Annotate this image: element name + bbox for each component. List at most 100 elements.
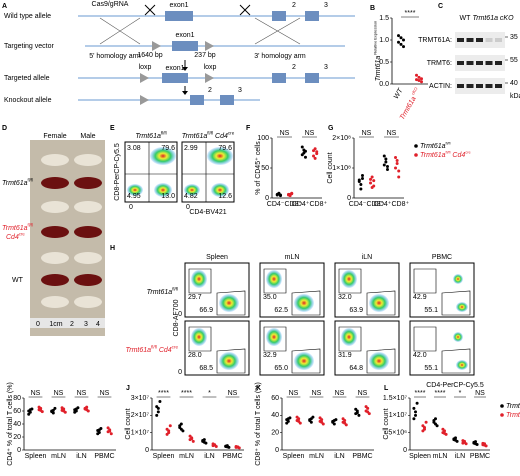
text-part: Spleen	[409, 453, 431, 460]
panel-label: E	[110, 125, 115, 132]
arrow-head	[182, 67, 188, 71]
cell-cluster	[294, 352, 314, 370]
rich-label: CD4⁺CD8⁺	[374, 201, 410, 208]
rich-label: Trmt61afl/fl Cd4cre	[126, 345, 179, 354]
text-part: cre	[172, 345, 179, 350]
label: 3	[324, 64, 328, 71]
data-point	[96, 432, 100, 436]
text-part: Trmt61a	[420, 152, 446, 159]
data-point	[397, 40, 400, 44]
gate	[291, 290, 321, 316]
label: 79.6	[161, 145, 175, 152]
data-point	[385, 168, 389, 171]
significance: NS	[100, 390, 110, 397]
cell-cluster	[127, 184, 143, 196]
y-tick-label: 40	[271, 412, 279, 419]
y-tick-label: 5×10⁶	[388, 430, 407, 437]
text-part: mLN	[309, 453, 324, 460]
data-point	[382, 154, 386, 158]
organ	[74, 252, 102, 264]
data-point	[213, 443, 217, 447]
cell-cluster	[219, 294, 239, 312]
data-point	[167, 429, 171, 433]
text-part: iLN	[204, 453, 215, 460]
data-point	[382, 163, 386, 167]
y-tick-label: 80	[13, 395, 21, 402]
legend-marker	[414, 144, 418, 148]
text-part: Trmt61a	[506, 403, 520, 410]
text-part: CD4⁺ % of total T cells (%)	[7, 382, 14, 466]
gate	[366, 290, 396, 316]
y-tick-label: 50	[261, 165, 269, 172]
data-point	[414, 413, 417, 417]
cell-cluster	[219, 352, 239, 370]
text-part: fl/fl	[28, 178, 33, 183]
data-point	[399, 42, 403, 46]
data-point	[62, 409, 66, 413]
data-point	[343, 421, 347, 425]
cell-cluster	[369, 352, 389, 370]
data-point	[364, 405, 368, 409]
data-point	[320, 420, 324, 424]
label: 63.9	[349, 307, 363, 314]
rich-label: CD8⁺ % of total T cells (%)	[255, 382, 262, 466]
y-tick-label: 0	[403, 447, 407, 454]
label: 42.9	[413, 294, 427, 301]
significance: ****	[181, 390, 192, 397]
data-point	[397, 175, 401, 179]
data-point	[355, 411, 359, 415]
significance: ****	[435, 390, 446, 397]
significance: NS	[305, 130, 315, 137]
data-point	[412, 406, 416, 410]
text-part: fl/fl	[28, 223, 33, 228]
y-tick-label: 1.5	[379, 15, 389, 22]
label: 3	[238, 87, 242, 94]
organ	[74, 226, 102, 238]
cell-cluster	[211, 183, 229, 197]
label: kDa	[510, 93, 520, 100]
label: ACTIN:	[429, 83, 452, 90]
data-point	[297, 419, 301, 423]
data-point	[51, 408, 55, 412]
gate	[366, 348, 396, 374]
label: exon1	[169, 2, 188, 9]
label: Male	[80, 133, 95, 140]
exon	[165, 11, 193, 21]
data-point	[474, 442, 477, 446]
data-point	[74, 407, 78, 411]
text-part: Cd4	[450, 152, 465, 159]
organ	[74, 296, 102, 308]
data-point	[165, 432, 169, 436]
data-point	[394, 156, 398, 159]
data-point	[384, 160, 388, 164]
data-point	[315, 150, 319, 154]
exon	[172, 41, 198, 51]
significance: NS	[31, 390, 41, 397]
y-tick-label: 3×10⁷	[131, 395, 150, 402]
label: 5' homology arm	[89, 53, 141, 60]
text-part: Cd4	[6, 234, 19, 241]
data-point	[483, 443, 486, 447]
rich-label: iLN	[204, 453, 215, 460]
organ	[41, 154, 69, 166]
rich-label: mLN	[51, 453, 66, 460]
significance: NS	[335, 390, 345, 397]
data-point	[225, 445, 229, 449]
gate	[216, 290, 246, 316]
band	[476, 38, 483, 42]
band	[485, 84, 493, 88]
data-point	[312, 154, 316, 158]
data-point	[168, 424, 172, 428]
organ	[41, 226, 69, 238]
data-point	[357, 180, 361, 183]
label: Wild type allele	[4, 13, 51, 20]
y-tick-label: 100	[257, 135, 269, 142]
loxp-site	[140, 73, 149, 83]
significance: ****	[405, 10, 416, 17]
data-point	[202, 440, 206, 444]
gate	[216, 348, 246, 374]
label: Trmt61a cKO	[472, 15, 514, 22]
data-point	[359, 187, 363, 191]
rich-label: % of CD45⁺ cells	[255, 141, 262, 195]
text-part: fl/fl	[161, 131, 167, 136]
